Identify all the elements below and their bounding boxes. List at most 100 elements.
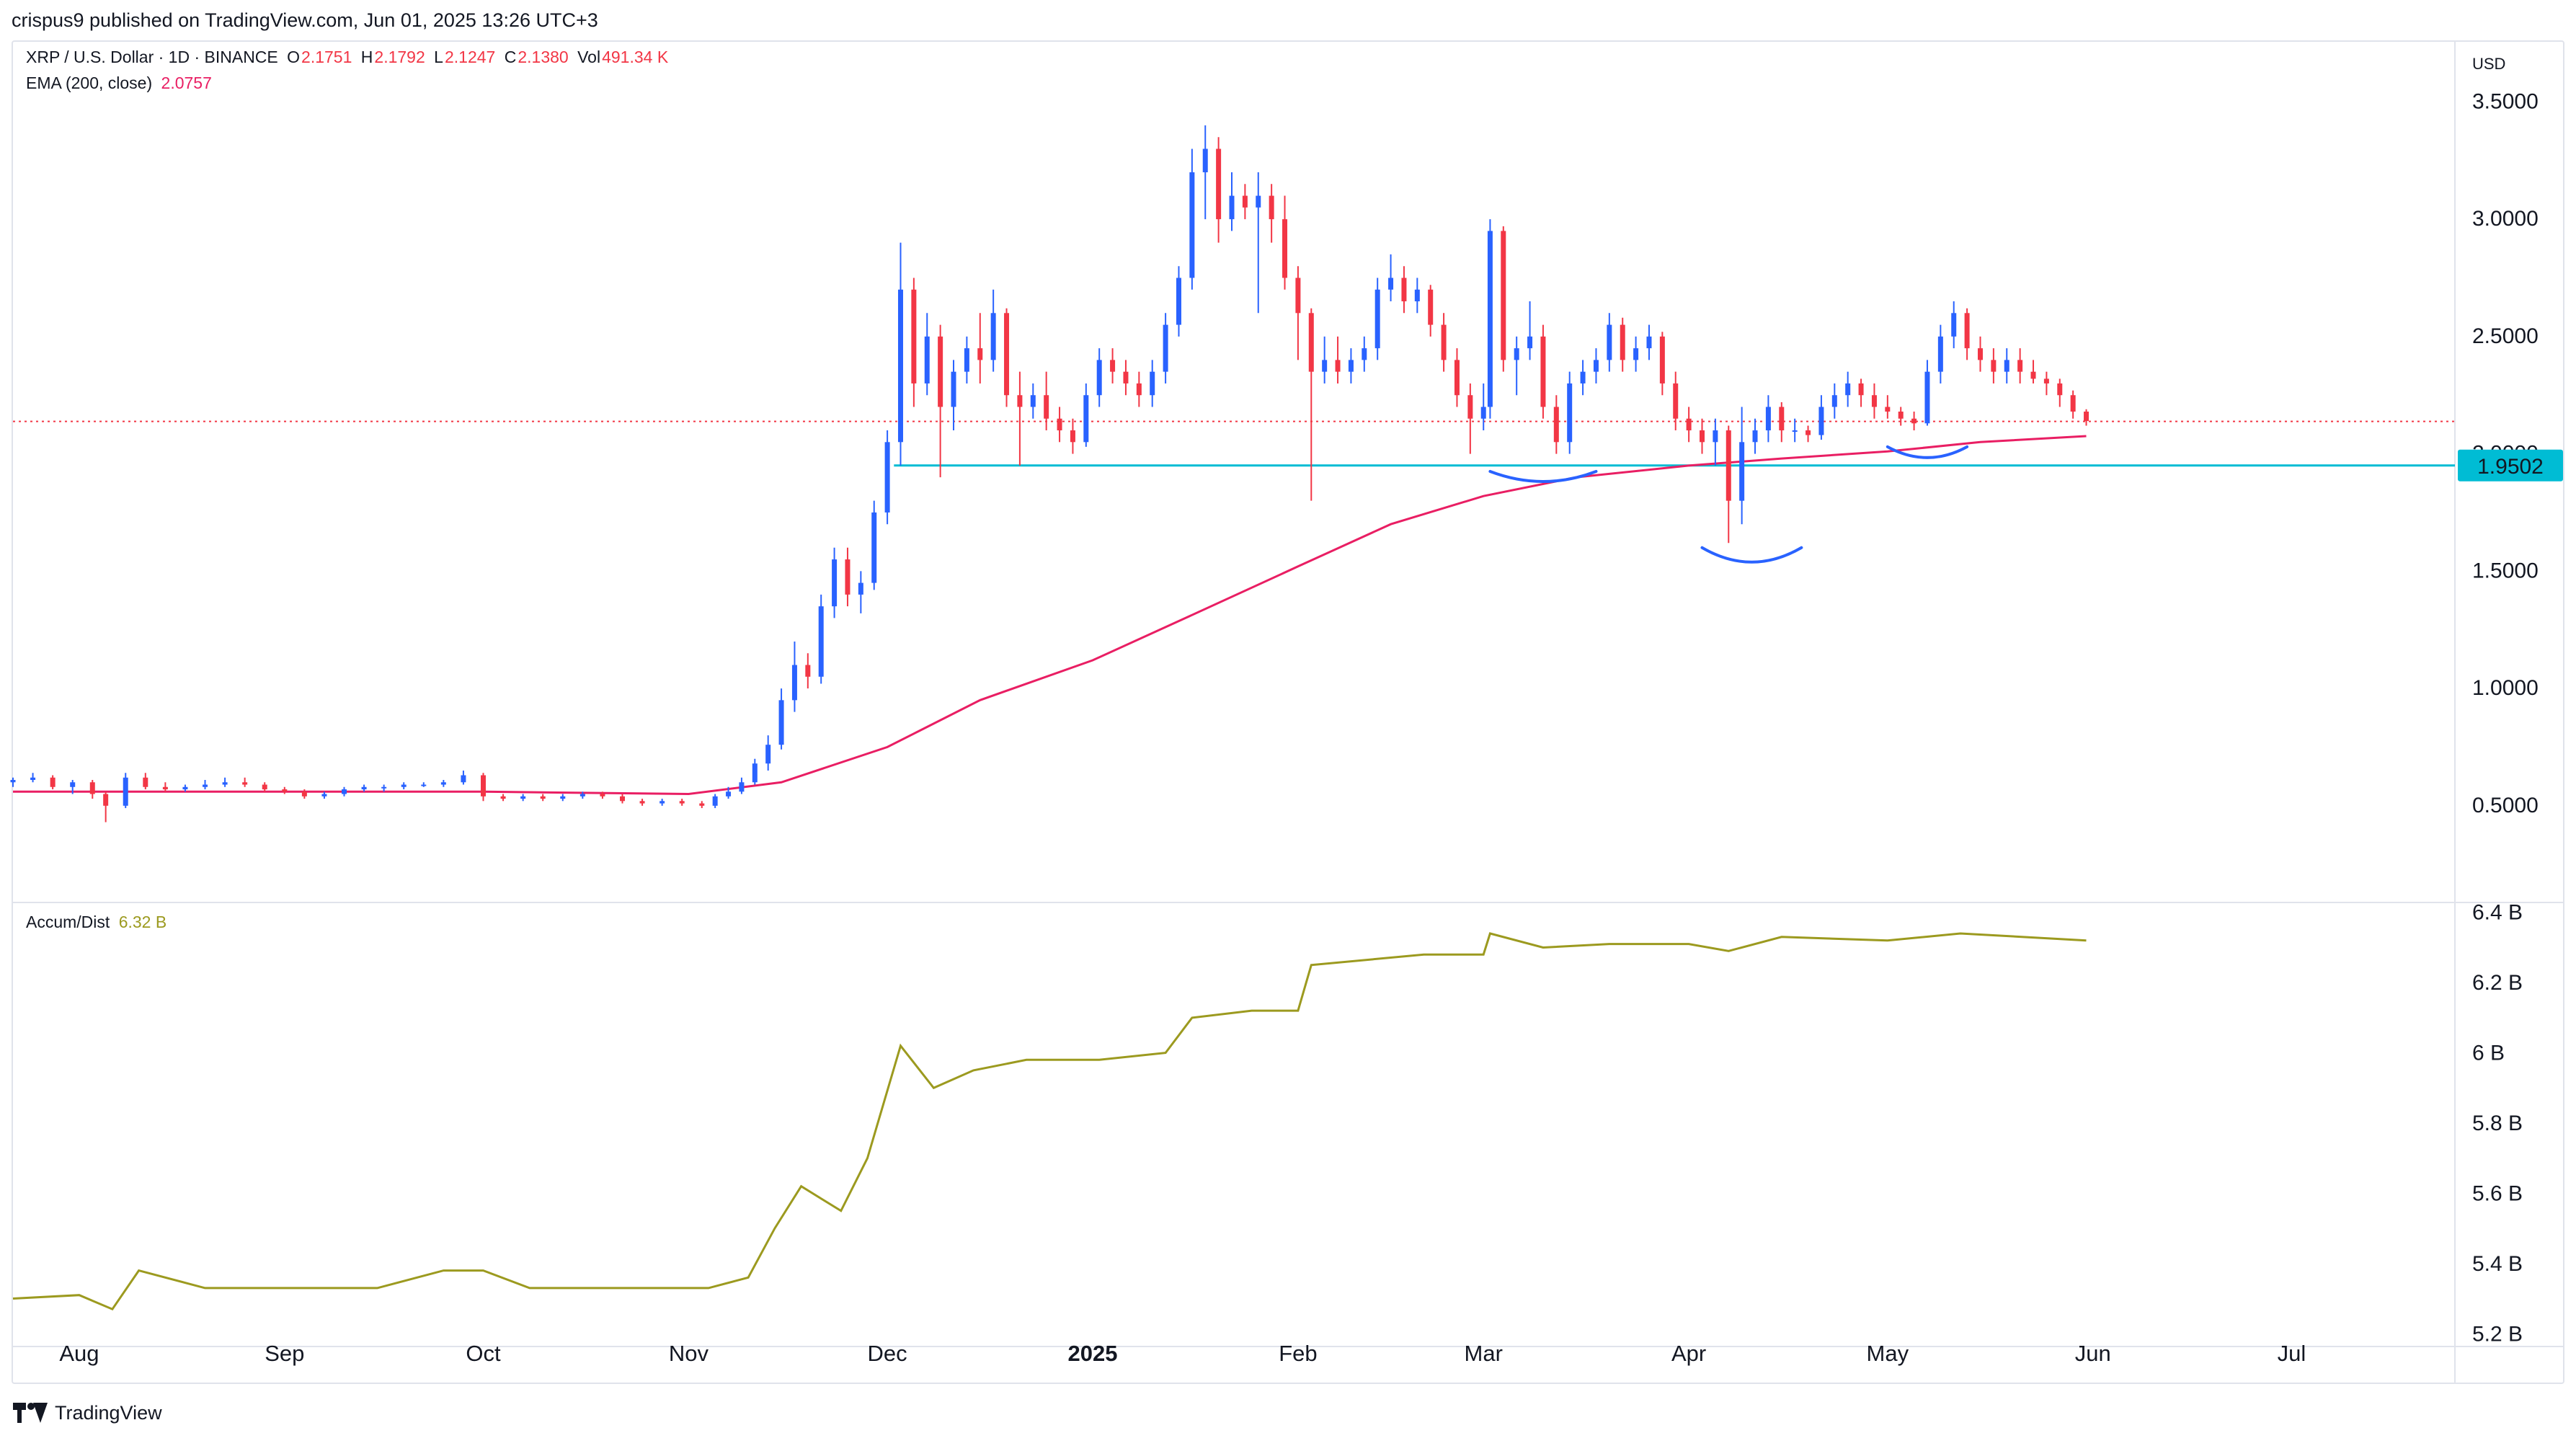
candle-body[interactable] [1858, 383, 1864, 396]
candle-body[interactable] [1567, 383, 1573, 443]
candle-body[interactable] [712, 796, 718, 806]
candle-body[interactable] [778, 700, 784, 745]
candle-body[interactable] [2017, 360, 2023, 372]
candle-body[interactable] [1295, 278, 1301, 314]
candle-body[interactable] [1487, 231, 1493, 407]
candle-body[interactable] [739, 782, 745, 792]
candle-body[interactable] [1765, 407, 1771, 431]
candle-body[interactable] [89, 782, 95, 794]
candle-body[interactable] [805, 665, 811, 677]
candle-body[interactable] [1004, 313, 1010, 396]
candle-body[interactable] [1607, 324, 1612, 360]
candle-body[interactable] [1686, 418, 1692, 431]
candle-body[interactable] [791, 665, 797, 701]
candle-body[interactable] [1898, 412, 1904, 419]
candle-body[interactable] [1991, 360, 1997, 372]
candle-body[interactable] [1501, 231, 1506, 360]
candle-body[interactable] [30, 777, 36, 781]
candle-body[interactable] [1580, 371, 1586, 383]
candle-body[interactable] [911, 289, 917, 383]
candle-body[interactable] [2057, 383, 2063, 396]
candle-body[interactable] [897, 289, 903, 443]
candle-body[interactable] [1713, 430, 1718, 443]
candle-body[interactable] [699, 803, 705, 806]
candle-body[interactable] [481, 775, 487, 797]
candle-body[interactable] [262, 784, 267, 790]
candle-body[interactable] [1229, 195, 1235, 220]
candle-body[interactable] [1110, 360, 1116, 372]
candle-body[interactable] [1527, 336, 1533, 349]
candle-body[interactable] [1202, 148, 1208, 173]
candle-body[interactable] [1831, 395, 1837, 407]
candle-body[interactable] [1216, 148, 1222, 220]
candle-body[interactable] [1514, 348, 1519, 360]
candle-body[interactable] [924, 336, 930, 383]
candle-body[interactable] [381, 786, 387, 789]
candle-body[interactable] [1739, 442, 1745, 501]
candle-body[interactable] [1414, 289, 1420, 302]
candle-body[interactable] [2004, 360, 2009, 372]
candle-body[interactable] [1911, 418, 1917, 424]
candle-body[interactable] [2030, 371, 2036, 379]
candle-body[interactable] [1335, 360, 1341, 372]
candle-body[interactable] [1620, 324, 1625, 360]
candle-body[interactable] [765, 745, 771, 764]
candle-body[interactable] [620, 796, 625, 802]
candle-body[interactable] [938, 336, 943, 407]
candle-body[interactable] [1189, 172, 1195, 278]
candle-body[interactable] [242, 782, 248, 785]
candle-body[interactable] [600, 794, 605, 797]
candle-body[interactable] [520, 796, 526, 799]
candle-body[interactable] [1374, 289, 1380, 349]
candle-body[interactable] [143, 777, 148, 787]
candle-body[interactable] [639, 801, 645, 804]
candle-body[interactable] [951, 371, 956, 407]
candle-body[interactable] [540, 796, 546, 799]
candle-body[interactable] [182, 786, 188, 790]
candle-body[interactable] [884, 442, 890, 513]
candle-body[interactable] [1937, 336, 1943, 372]
candle-body[interactable] [1348, 360, 1354, 372]
candle-body[interactable] [50, 777, 55, 787]
candle-body[interactable] [1070, 430, 1075, 443]
candle-body[interactable] [1977, 348, 1983, 360]
candle-body[interactable] [659, 801, 665, 804]
candle-body[interactable] [1924, 371, 1930, 424]
candle-body[interactable] [1308, 313, 1314, 372]
candle-body[interactable] [1454, 360, 1460, 396]
candle-body[interactable] [752, 763, 758, 783]
candle-body[interactable] [1123, 371, 1129, 383]
candle-body[interactable] [726, 791, 732, 797]
candle-body[interactable] [1083, 395, 1089, 443]
candle-body[interactable] [1176, 278, 1181, 325]
candle-body[interactable] [1269, 195, 1274, 220]
candle-body[interactable] [1792, 430, 1798, 432]
candle-body[interactable] [10, 780, 16, 783]
candle-body[interactable] [321, 794, 327, 797]
candle-body[interactable] [1951, 313, 1957, 337]
candle-body[interactable] [1256, 195, 1261, 208]
candle-body[interactable] [1806, 430, 1811, 435]
candle-body[interactable] [832, 559, 838, 607]
candle-body[interactable] [1044, 395, 1049, 419]
candle-body[interactable] [2070, 395, 2076, 412]
candle-body[interactable] [1779, 407, 1785, 431]
candle-body[interactable] [1057, 418, 1062, 431]
candle-body[interactable] [871, 512, 877, 583]
candle-body[interactable] [500, 796, 506, 799]
candle-body[interactable] [2043, 378, 2049, 383]
candle-body[interactable] [1362, 348, 1367, 360]
candle-body[interactable] [990, 313, 996, 360]
candle-body[interactable] [1030, 395, 1036, 407]
candle-body[interactable] [858, 582, 863, 595]
candle-body[interactable] [440, 782, 446, 785]
candle-body[interactable] [70, 782, 76, 787]
candle-body[interactable] [1441, 324, 1447, 360]
candle-body[interactable] [282, 789, 288, 792]
candle-body[interactable] [1163, 324, 1168, 372]
candle-body[interactable] [421, 784, 427, 786]
candle-body[interactable] [1646, 336, 1652, 349]
candle-body[interactable] [1726, 430, 1731, 501]
candle-body[interactable] [579, 794, 585, 797]
